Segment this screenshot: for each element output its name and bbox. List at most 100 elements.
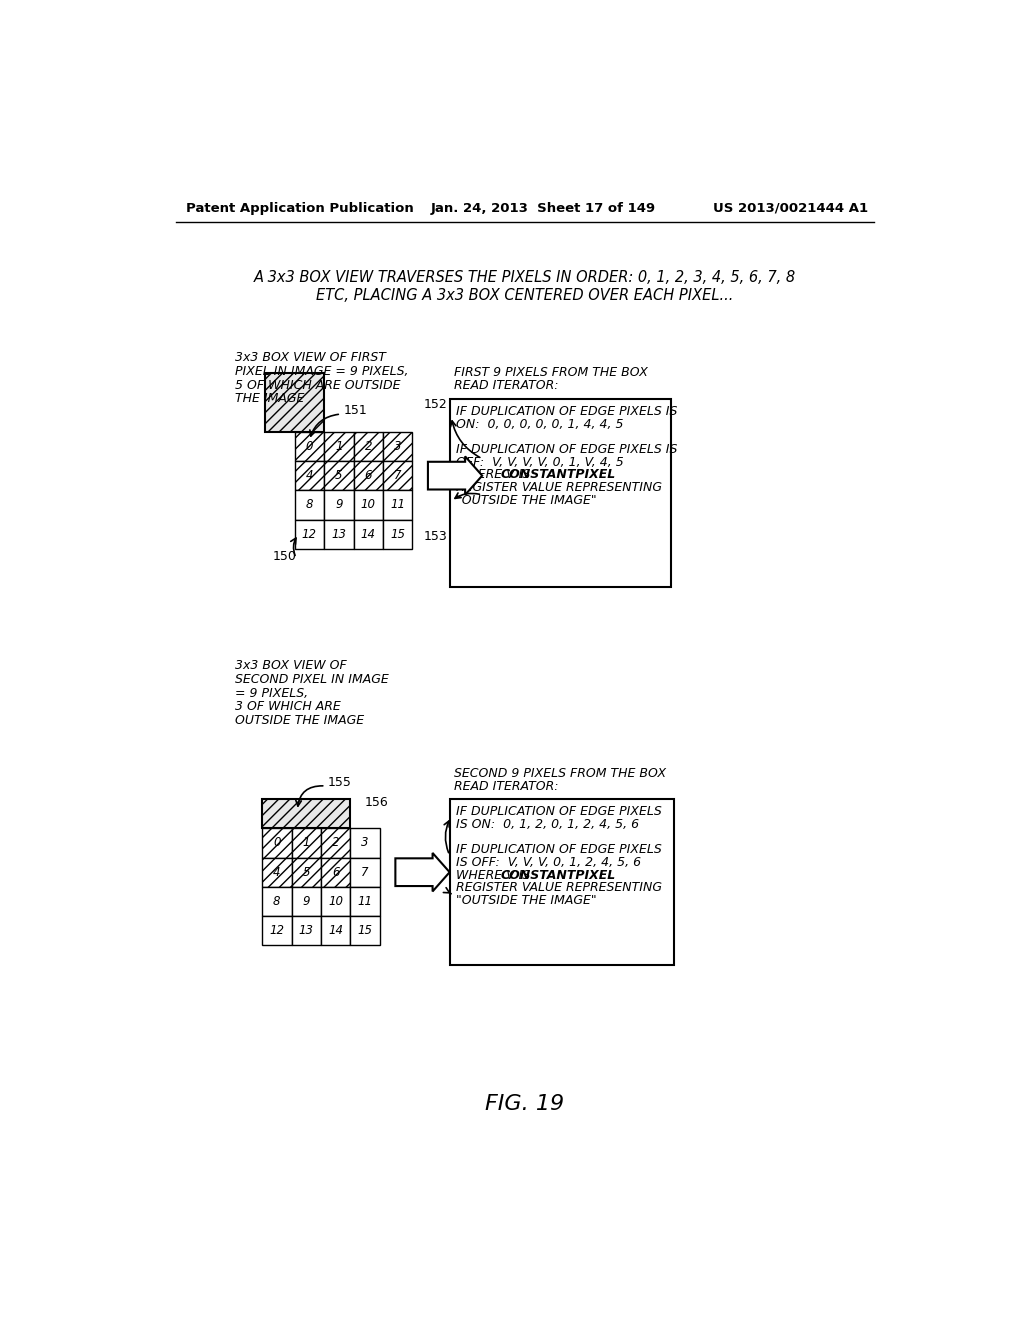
Text: Jan. 24, 2013  Sheet 17 of 149: Jan. 24, 2013 Sheet 17 of 149 (430, 202, 655, 215)
Text: 155: 155 (328, 776, 351, 788)
Bar (262, 858, 292, 887)
Text: A 3x3 BOX VIEW TRAVERSES THE PIXELS IN ORDER: 0, 1, 2, 3, 4, 5, 6, 7, 8: A 3x3 BOX VIEW TRAVERSES THE PIXELS IN O… (254, 271, 796, 285)
Text: 15: 15 (390, 528, 406, 541)
Text: IS OFF:  V, V, V, 0, 1, 2, 4, 5, 6: IS OFF: V, V, V, 0, 1, 2, 4, 5, 6 (456, 855, 641, 869)
Bar (350, 916, 380, 945)
Bar (353, 490, 383, 520)
Text: FIG. 19: FIG. 19 (485, 1094, 564, 1114)
Text: SECOND PIXEL IN IMAGE: SECOND PIXEL IN IMAGE (234, 673, 389, 686)
Text: OFF:  V, V, V, V, 0, 1, V, 4, 5: OFF: V, V, V, V, 0, 1, V, 4, 5 (456, 455, 624, 469)
Text: 0: 0 (273, 837, 281, 850)
Text: 4: 4 (273, 866, 281, 879)
Text: READ ITERATOR:: READ ITERATOR: (454, 379, 558, 392)
Text: IF DUPLICATION OF EDGE PIXELS IS: IF DUPLICATION OF EDGE PIXELS IS (456, 405, 677, 418)
Text: ON:  0, 0, 0, 0, 0, 1, 4, 4, 5: ON: 0, 0, 0, 0, 0, 1, 4, 4, 5 (456, 417, 624, 430)
Text: 9: 9 (335, 499, 343, 511)
Text: 5 OF WHICH ARE OUTSIDE: 5 OF WHICH ARE OUTSIDE (234, 379, 400, 392)
Text: 4: 4 (305, 469, 313, 482)
Text: SECOND 9 PIXELS FROM THE BOX: SECOND 9 PIXELS FROM THE BOX (454, 767, 666, 780)
Bar (353, 520, 383, 549)
Bar (292, 887, 321, 916)
Text: 3x3 BOX VIEW OF FIRST: 3x3 BOX VIEW OF FIRST (234, 351, 386, 364)
Text: THE IMAGE: THE IMAGE (234, 392, 304, 405)
Text: PIXEL IN IMAGE = 9 PIXELS,: PIXEL IN IMAGE = 9 PIXELS, (234, 364, 409, 378)
Bar (265, 374, 324, 432)
Text: 12: 12 (302, 528, 316, 541)
Text: REGISTER VALUE REPRESENTING: REGISTER VALUE REPRESENTING (456, 480, 662, 494)
Text: 150: 150 (273, 550, 297, 564)
Text: IS ON:  0, 1, 2, 0, 1, 2, 4, 5, 6: IS ON: 0, 1, 2, 0, 1, 2, 4, 5, 6 (456, 818, 639, 830)
Bar (321, 858, 350, 887)
Text: CONSTANTPIXEL: CONSTANTPIXEL (500, 869, 615, 882)
Bar (295, 520, 324, 549)
Text: 9: 9 (302, 895, 310, 908)
Text: WHERE V IS: WHERE V IS (456, 869, 535, 882)
Text: 7: 7 (361, 866, 369, 879)
Text: 1: 1 (302, 837, 310, 850)
Text: REGISTER VALUE REPRESENTING: REGISTER VALUE REPRESENTING (456, 882, 662, 895)
Text: 14: 14 (360, 528, 376, 541)
Text: IF DUPLICATION OF EDGE PIXELS: IF DUPLICATION OF EDGE PIXELS (456, 843, 662, 857)
Bar (324, 520, 353, 549)
Text: "OUTSIDE THE IMAGE": "OUTSIDE THE IMAGE" (456, 894, 596, 907)
Bar (295, 490, 324, 520)
Text: 12: 12 (269, 924, 285, 937)
Text: 10: 10 (329, 895, 343, 908)
Text: 10: 10 (360, 499, 376, 511)
Text: WHERE V IS: WHERE V IS (456, 469, 535, 482)
Text: FIRST 9 PIXELS FROM THE BOX: FIRST 9 PIXELS FROM THE BOX (454, 367, 647, 379)
Text: 2: 2 (365, 440, 372, 453)
Text: 8: 8 (273, 895, 281, 908)
Text: IF DUPLICATION OF EDGE PIXELS: IF DUPLICATION OF EDGE PIXELS (456, 805, 662, 818)
Bar (350, 829, 380, 858)
Text: Patent Application Publication: Patent Application Publication (186, 202, 414, 215)
Bar (383, 490, 413, 520)
Bar (262, 799, 350, 829)
Bar (350, 858, 380, 887)
FancyArrow shape (428, 457, 482, 495)
Bar (450, 799, 675, 965)
Text: 5: 5 (335, 469, 343, 482)
Bar (292, 858, 321, 887)
Text: 1: 1 (335, 440, 343, 453)
Bar (324, 490, 353, 520)
Text: "OUTSIDE THE IMAGE": "OUTSIDE THE IMAGE" (456, 494, 596, 507)
Bar (262, 916, 292, 945)
Bar (262, 829, 292, 858)
Text: READ ITERATOR:: READ ITERATOR: (454, 780, 558, 793)
Text: 5: 5 (302, 866, 310, 879)
Bar (383, 461, 413, 490)
Text: 11: 11 (390, 499, 406, 511)
Text: US 2013/0021444 A1: US 2013/0021444 A1 (713, 202, 868, 215)
Text: 15: 15 (357, 924, 373, 937)
Text: OUTSIDE THE IMAGE: OUTSIDE THE IMAGE (234, 714, 365, 727)
Bar (353, 432, 383, 461)
Bar (321, 829, 350, 858)
Text: 3x3 BOX VIEW OF: 3x3 BOX VIEW OF (234, 659, 347, 672)
Text: 153: 153 (424, 529, 447, 543)
Bar (321, 916, 350, 945)
Bar (292, 829, 321, 858)
Bar (324, 461, 353, 490)
Text: 7: 7 (394, 469, 401, 482)
Text: 3: 3 (394, 440, 401, 453)
Bar (350, 887, 380, 916)
Text: IF DUPLICATION OF EDGE PIXELS IS: IF DUPLICATION OF EDGE PIXELS IS (456, 444, 677, 455)
Bar (292, 916, 321, 945)
Text: 2: 2 (332, 837, 339, 850)
Bar (295, 432, 324, 461)
Bar (383, 520, 413, 549)
Bar (353, 461, 383, 490)
Text: 3 OF WHICH ARE: 3 OF WHICH ARE (234, 701, 341, 714)
Bar (450, 399, 671, 587)
Text: 3: 3 (361, 837, 369, 850)
Text: 156: 156 (365, 796, 388, 809)
Bar (321, 887, 350, 916)
FancyArrow shape (395, 853, 450, 891)
Text: 152: 152 (424, 399, 447, 412)
Text: 151: 151 (343, 404, 368, 417)
Bar (262, 887, 292, 916)
Text: 13: 13 (332, 528, 346, 541)
Text: 0: 0 (305, 440, 313, 453)
Text: = 9 PIXELS,: = 9 PIXELS, (234, 686, 308, 700)
